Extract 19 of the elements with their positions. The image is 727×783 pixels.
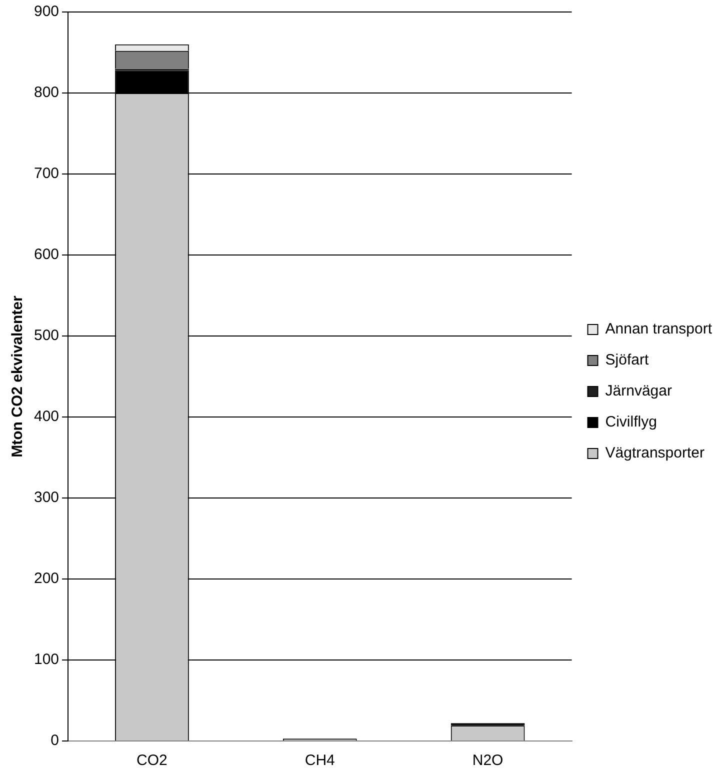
x-tick-label: CH4 (304, 752, 335, 770)
y-tick-label: 800 (34, 84, 60, 102)
legend-label: Vägtransporter (605, 444, 704, 462)
x-tick-label: CO2 (136, 752, 168, 770)
y-tick-label: 300 (34, 489, 60, 506)
legend-label: Civilflyg (605, 414, 657, 431)
y-tick-label: 600 (34, 246, 60, 264)
legend-label: Sjöfart (605, 352, 650, 369)
y-tick-label: 700 (34, 165, 60, 182)
y-tick-label: 200 (34, 570, 60, 588)
x-tick-label: N2O (472, 752, 504, 770)
y-tick-label: 0 (50, 732, 60, 750)
legend-label: Järnvägar (605, 382, 672, 400)
y-tick-label: 900 (34, 3, 60, 20)
y-tick-label: 100 (34, 651, 60, 668)
y-tick-label: 500 (34, 327, 60, 344)
y-axis-title: Mton CO2 ekvivalenter (9, 295, 26, 458)
y-tick-label: 400 (34, 408, 60, 426)
legend-label: Annan transport (605, 320, 713, 338)
